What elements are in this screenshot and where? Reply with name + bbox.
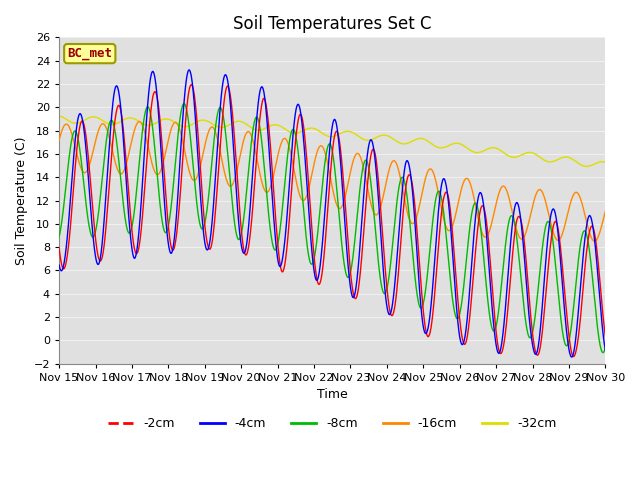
Legend: -2cm, -4cm, -8cm, -16cm, -32cm: -2cm, -4cm, -8cm, -16cm, -32cm — [103, 412, 561, 435]
X-axis label: Time: Time — [317, 388, 348, 401]
Text: BC_met: BC_met — [67, 47, 112, 60]
Title: Soil Temperatures Set C: Soil Temperatures Set C — [233, 15, 431, 33]
Y-axis label: Soil Temperature (C): Soil Temperature (C) — [15, 136, 28, 265]
